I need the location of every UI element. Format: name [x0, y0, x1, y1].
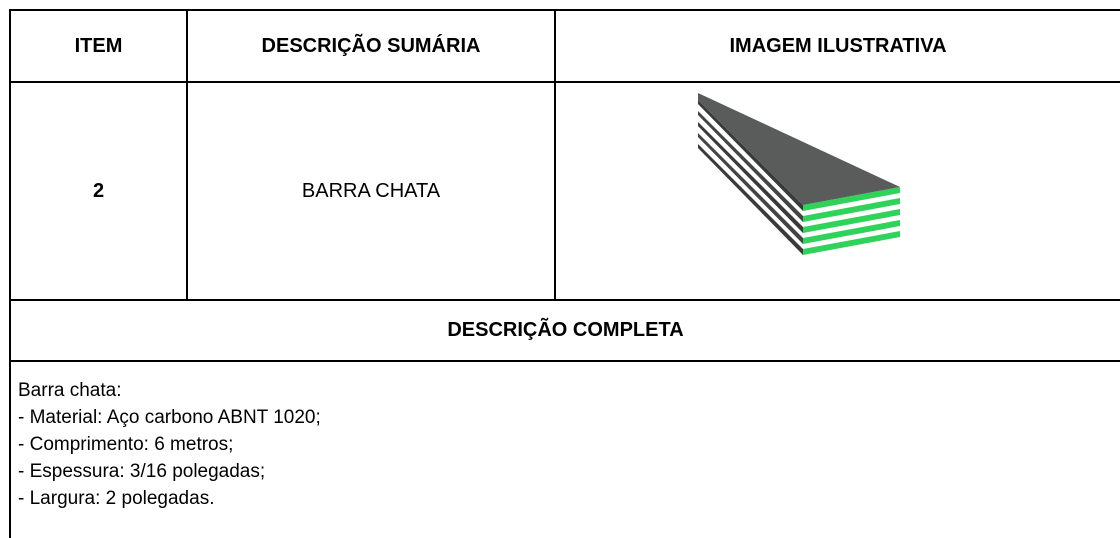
- summary-cell: BARRA CHATA: [301, 179, 441, 202]
- section-title: DESCRIÇÃO COMPLETA: [447, 319, 684, 341]
- border: [9, 9, 1120, 11]
- header-cell: DESCRIÇÃO SUMÁRIA: [261, 34, 481, 57]
- border: [554, 9, 556, 301]
- border: [9, 9, 11, 538]
- description-line: Barra chata:: [18, 380, 122, 401]
- border: [9, 360, 1120, 362]
- description-line: - Material: Aço carbono ABNT 1020;: [18, 407, 321, 428]
- product-image: [698, 93, 900, 255]
- border: [9, 299, 1120, 301]
- border: [186, 9, 188, 301]
- header-cell: ITEM: [74, 34, 123, 57]
- steel-bars: [698, 93, 900, 255]
- description-line: - Espessura: 3/16 polegadas;: [18, 461, 266, 482]
- item-cell: 2: [92, 179, 105, 202]
- description-line: - Largura: 2 polegadas.: [18, 488, 215, 509]
- border: [9, 81, 1120, 83]
- header-cell: IMAGEM ILUSTRATIVA: [729, 34, 947, 57]
- description-line: - Comprimento: 6 metros;: [18, 434, 234, 455]
